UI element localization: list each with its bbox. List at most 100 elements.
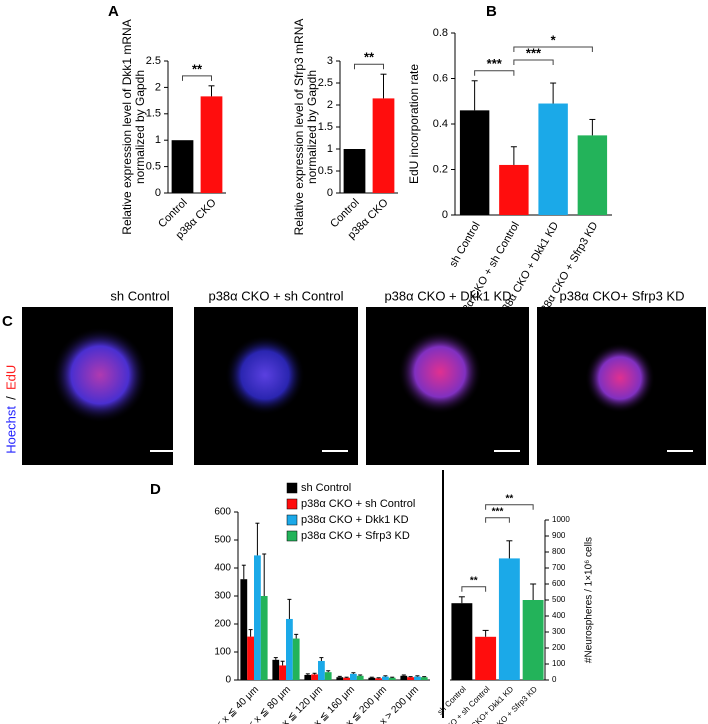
- y-axis-label: Relative expression level of Dkk1 mRNA: [120, 19, 134, 234]
- bar: [451, 603, 473, 680]
- y-tick-label: 3: [327, 55, 333, 67]
- y-tick-label: 500: [552, 595, 566, 604]
- bar: [577, 135, 608, 215]
- legend-label: p38α CKO + Dkk1 KD: [301, 514, 409, 526]
- bar: [343, 677, 350, 680]
- bar: [538, 103, 568, 215]
- significance-label: **: [364, 50, 375, 65]
- bar: [522, 600, 544, 680]
- y-tick-label: 300: [552, 627, 566, 636]
- bar: [171, 140, 194, 193]
- y-tick-label: 1.5: [318, 121, 333, 133]
- significance-bracket: [461, 586, 487, 592]
- legend-swatch: [286, 514, 298, 526]
- bar: [407, 677, 414, 680]
- y-tick-label: 1.5: [146, 108, 161, 120]
- y-tick-label: 1: [327, 143, 333, 155]
- y-tick-label: 2.5: [318, 77, 333, 89]
- panel-label: B: [486, 3, 497, 20]
- y-tick-label: 600: [214, 507, 231, 518]
- y-tick-label: 0: [552, 675, 557, 684]
- y-tick-label: 1000: [552, 515, 570, 524]
- stain-separator: /: [3, 396, 18, 400]
- significance-label: **: [192, 61, 203, 76]
- y-tick-label: 0: [155, 187, 161, 199]
- bar: [304, 674, 312, 680]
- bar: [318, 660, 325, 680]
- significance-bracket: [485, 517, 510, 523]
- micrographs: [22, 307, 706, 465]
- y-tick-label: 0.5: [146, 161, 161, 173]
- significance-label: ***: [492, 506, 504, 517]
- y-axis-label: normalized by Gapdh: [305, 70, 319, 184]
- y-tick-label: 2: [327, 99, 333, 111]
- legend-swatch: [286, 482, 298, 494]
- legend-swatch: [286, 530, 298, 542]
- y-tick-label: 0: [442, 209, 448, 221]
- bar: [400, 675, 408, 680]
- y-tick-label: 0.5: [318, 165, 333, 177]
- y-tick-label: 200: [214, 619, 231, 630]
- y-tick-label: 400: [552, 611, 566, 620]
- significance-bracket: [513, 46, 593, 53]
- bar: [286, 618, 293, 680]
- bar: [324, 672, 332, 680]
- bar: [343, 149, 366, 193]
- y-tick-label: 0.2: [433, 163, 448, 175]
- bar: [272, 659, 280, 680]
- significance-bracket: [474, 70, 515, 76]
- bar: [420, 677, 428, 680]
- y-axis-label: #Neurospheres / 1×10⁶ cells: [584, 537, 595, 663]
- colony: [398, 330, 482, 414]
- significance-label: *: [551, 32, 557, 47]
- significance-label: ***: [526, 45, 542, 60]
- bar: [375, 678, 382, 680]
- y-tick-label: 0: [327, 187, 333, 199]
- bar: [372, 98, 395, 193]
- y-tick-label: 0.6: [433, 72, 448, 84]
- y-tick-label: 2.5: [146, 55, 161, 67]
- colony: [52, 327, 148, 423]
- y-tick-label: 800: [552, 547, 566, 556]
- significance-label: **: [470, 575, 478, 586]
- significance-label: **: [505, 493, 513, 504]
- legend-label: p38α CKO + Sfrp3 KD: [301, 530, 410, 542]
- bar: [356, 675, 364, 680]
- bar: [336, 677, 344, 680]
- stain-label: Hoechst: [3, 406, 18, 454]
- bar: [388, 677, 396, 680]
- y-axis-label: EdU incorporation rate: [407, 64, 421, 184]
- micrograph-title: p38α CKO + Dkk1 KD: [384, 288, 511, 303]
- y-tick-label: 500: [214, 535, 231, 546]
- y-tick-label: 100: [552, 659, 566, 668]
- bar: [279, 665, 286, 680]
- significance-bracket: [354, 63, 384, 70]
- significance-bracket: [485, 504, 534, 510]
- bar: [382, 676, 389, 680]
- bar: [311, 674, 318, 680]
- micrograph-title: sh Control: [110, 288, 169, 303]
- y-tick-label: 1: [155, 134, 161, 146]
- scale-bar: [667, 450, 693, 452]
- significance-label: ***: [487, 56, 503, 71]
- bar: [292, 638, 300, 680]
- legend-label: p38α CKO + sh Control: [301, 498, 415, 510]
- y-tick-label: 2: [155, 81, 161, 93]
- bar: [498, 558, 520, 680]
- y-tick-label: 400: [214, 563, 231, 574]
- y-tick-label: 200: [552, 643, 566, 652]
- bar: [254, 555, 261, 680]
- bar: [475, 636, 497, 680]
- bar: [260, 596, 268, 680]
- colony: [225, 335, 305, 415]
- y-axis-label: Relative expression level of Sfrp3 mRNA: [292, 19, 306, 236]
- legend-swatch: [286, 498, 298, 510]
- bar: [240, 579, 248, 680]
- significance-bracket: [182, 75, 212, 81]
- bar: [368, 677, 376, 680]
- panel-label: A: [108, 3, 119, 20]
- x-tick-label: sh Control: [447, 220, 482, 269]
- panel-label: D: [150, 481, 161, 498]
- y-tick-label: 0.4: [433, 118, 448, 130]
